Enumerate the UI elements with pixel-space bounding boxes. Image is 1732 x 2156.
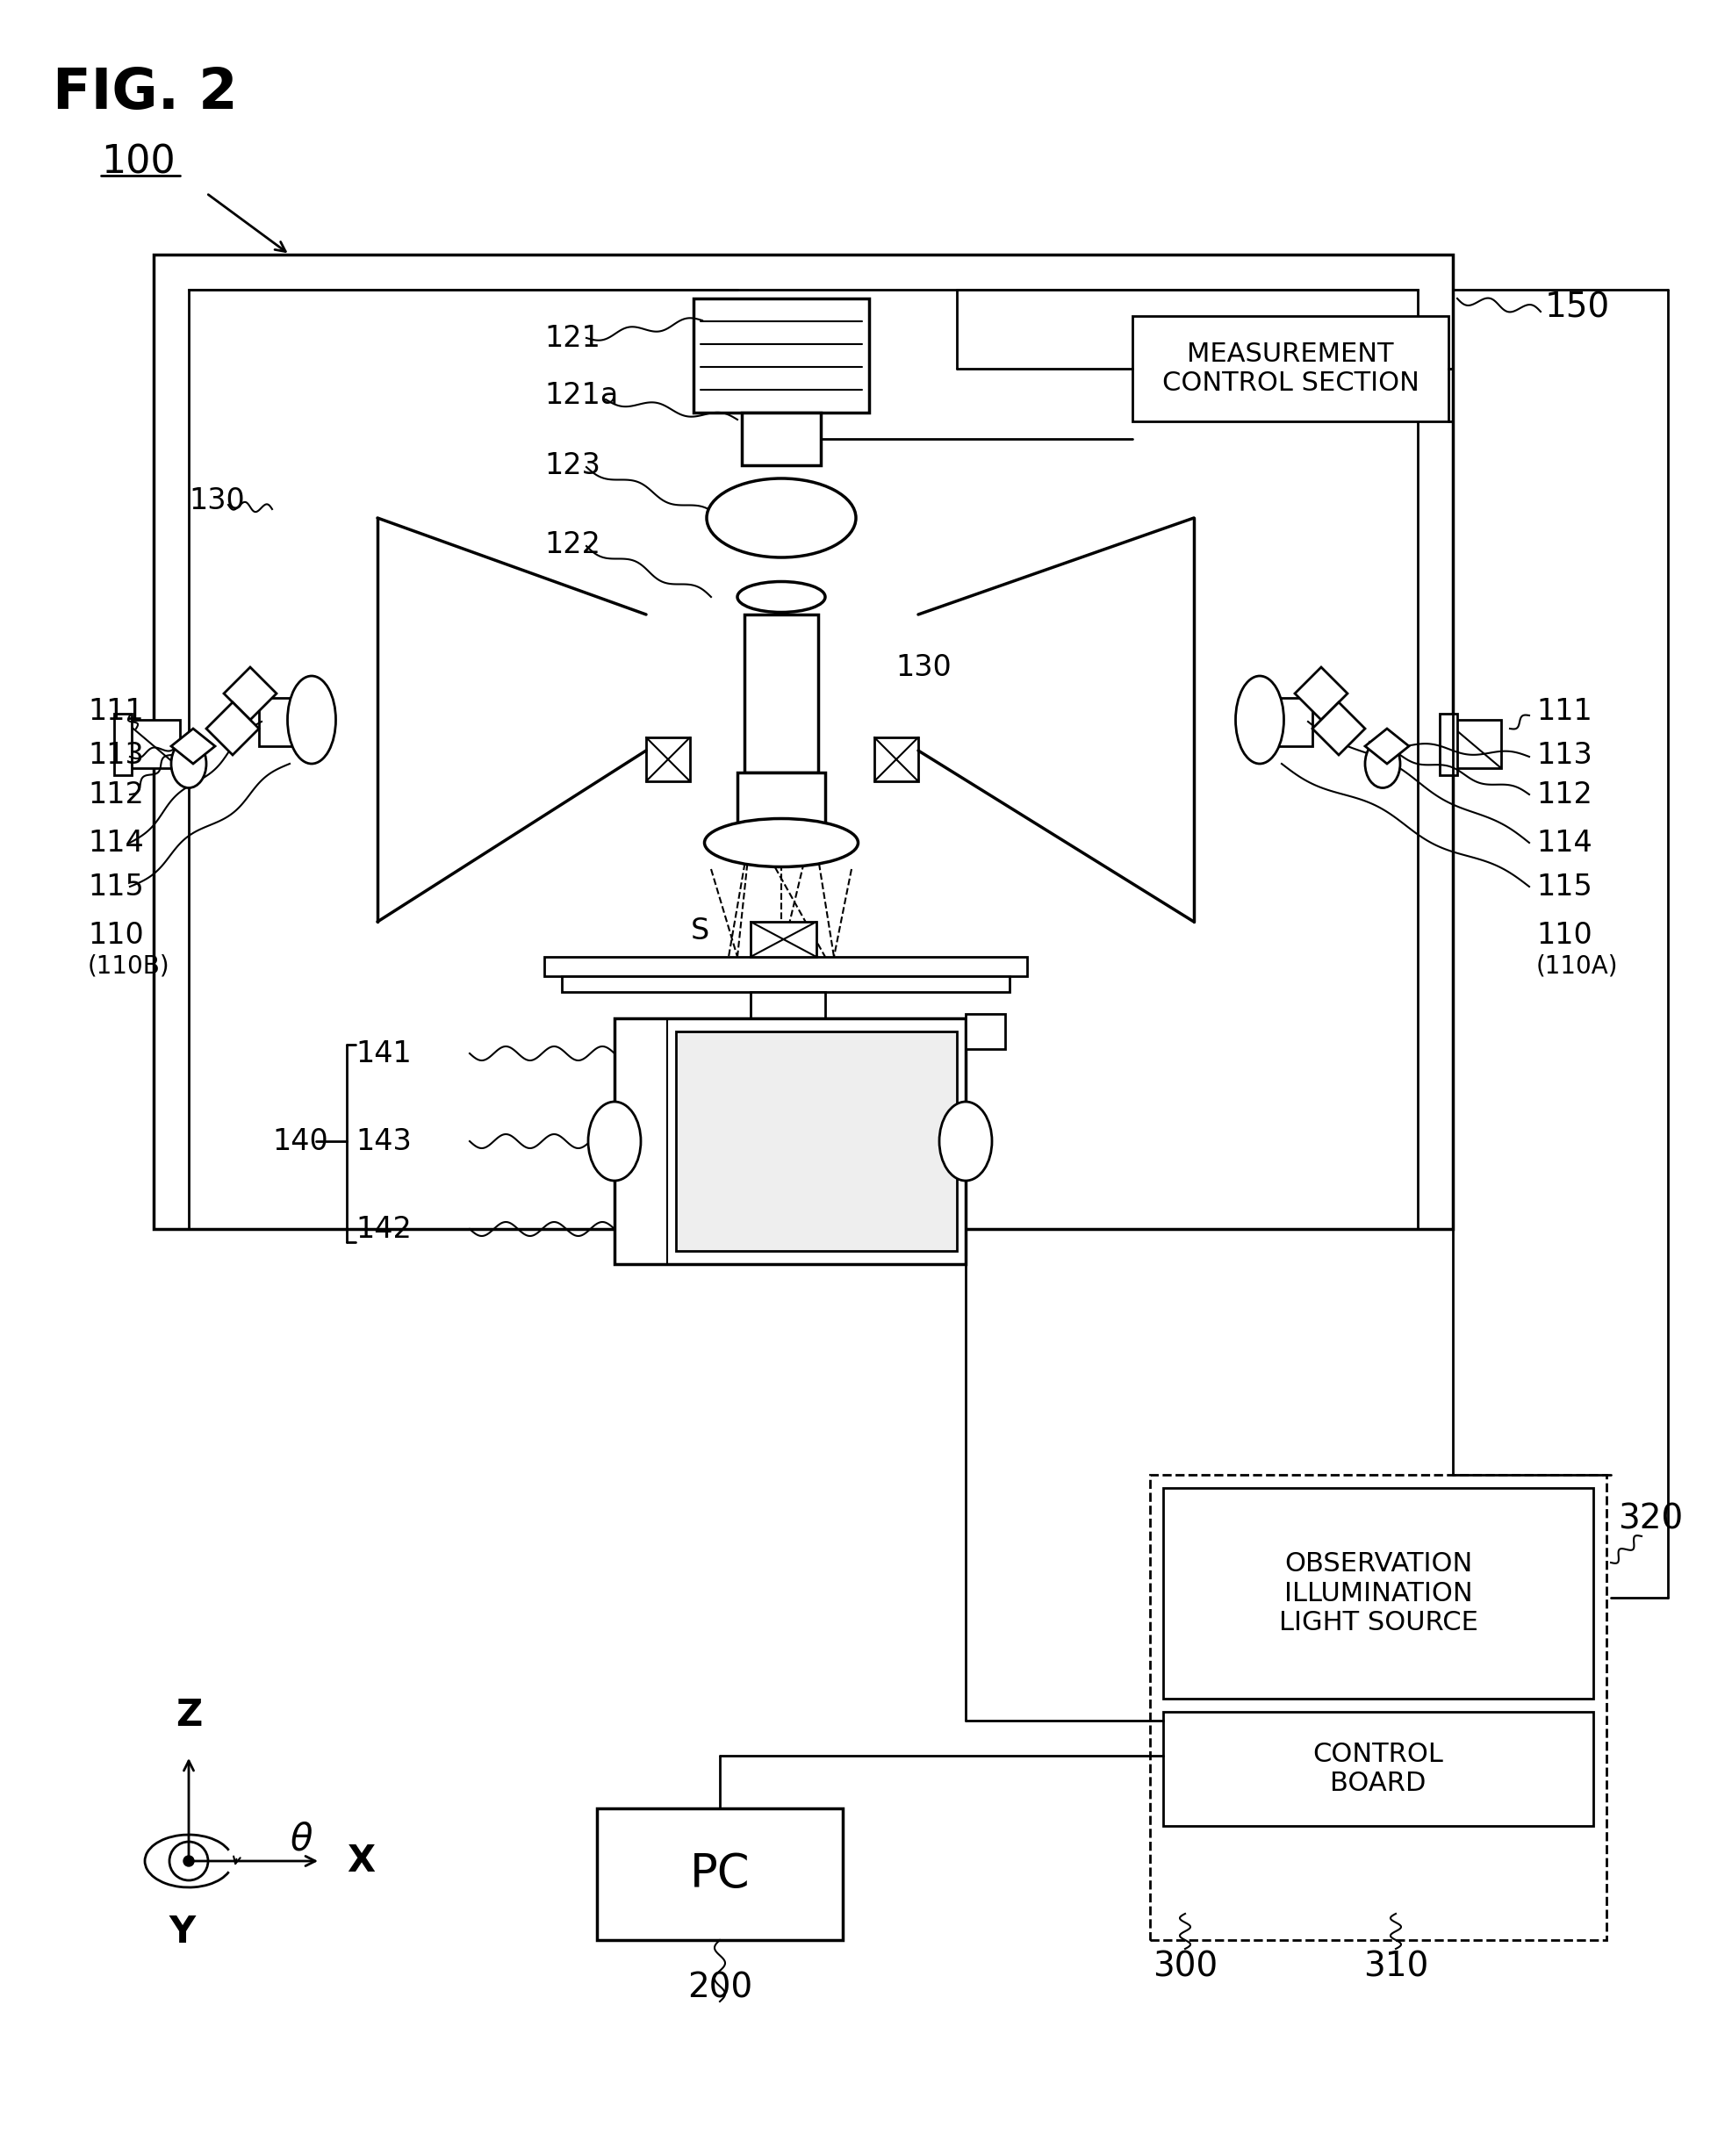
Bar — [189, 289, 1419, 1229]
Polygon shape — [223, 666, 277, 720]
Text: Z: Z — [175, 1697, 203, 1733]
Text: 112: 112 — [88, 780, 144, 808]
Polygon shape — [1296, 666, 1347, 720]
Text: Y: Y — [168, 1915, 196, 1951]
Text: 115: 115 — [88, 873, 144, 901]
Bar — [1150, 1475, 1607, 1940]
Text: S: S — [691, 916, 710, 944]
Text: 110: 110 — [88, 921, 144, 949]
Text: 114: 114 — [88, 828, 144, 858]
Text: 141: 141 — [355, 1039, 412, 1067]
Text: 200: 200 — [688, 1971, 752, 2005]
Bar — [1259, 699, 1313, 746]
Text: 113: 113 — [88, 740, 144, 770]
Bar — [154, 254, 1453, 1229]
Text: 130: 130 — [895, 653, 951, 681]
Text: X: X — [346, 1843, 374, 1880]
Polygon shape — [1365, 729, 1408, 763]
Text: 121a: 121a — [544, 382, 618, 410]
Ellipse shape — [705, 819, 857, 867]
Bar — [615, 1018, 966, 1263]
Bar — [693, 298, 869, 412]
Bar — [114, 714, 132, 776]
Text: 142: 142 — [355, 1214, 412, 1244]
Bar — [260, 699, 312, 746]
Ellipse shape — [1365, 740, 1399, 787]
Text: PC: PC — [689, 1852, 750, 1897]
Text: 110: 110 — [1536, 921, 1592, 949]
Text: 112: 112 — [1536, 780, 1592, 808]
Bar — [1439, 714, 1457, 776]
Text: (110A): (110A) — [1536, 953, 1618, 979]
Text: OBSERVATION
ILLUMINATION
LIGHT SOURCE: OBSERVATION ILLUMINATION LIGHT SOURCE — [1278, 1550, 1477, 1636]
Bar — [750, 923, 816, 957]
Text: MEASUREMENT
CONTROL SECTION: MEASUREMENT CONTROL SECTION — [1162, 341, 1419, 397]
Circle shape — [184, 1856, 194, 1867]
Text: 111: 111 — [1536, 696, 1592, 727]
Bar — [750, 992, 824, 1018]
Bar — [1133, 317, 1448, 420]
Text: 143: 143 — [355, 1128, 412, 1156]
Text: 113: 113 — [1536, 740, 1592, 770]
Text: 310: 310 — [1363, 1949, 1429, 1984]
Text: 121: 121 — [544, 323, 601, 351]
Ellipse shape — [171, 740, 206, 787]
Bar — [966, 1013, 1005, 1050]
Bar — [745, 614, 818, 772]
Bar — [561, 977, 1010, 992]
Text: θ: θ — [289, 1820, 312, 1858]
Text: 320: 320 — [1618, 1503, 1684, 1535]
Text: 123: 123 — [544, 451, 601, 481]
Ellipse shape — [589, 1102, 641, 1181]
Text: CONTROL
BOARD: CONTROL BOARD — [1313, 1742, 1443, 1796]
Text: (110B): (110B) — [88, 953, 170, 979]
Text: 111: 111 — [88, 696, 144, 727]
Ellipse shape — [738, 582, 824, 612]
Bar — [675, 1031, 956, 1250]
Bar — [738, 772, 824, 826]
Bar — [875, 737, 918, 780]
Polygon shape — [171, 729, 215, 763]
Text: 130: 130 — [189, 485, 244, 515]
Ellipse shape — [288, 677, 336, 763]
Text: 115: 115 — [1536, 873, 1592, 901]
Text: 150: 150 — [1545, 291, 1611, 323]
Text: 140: 140 — [272, 1128, 327, 1156]
Polygon shape — [206, 703, 260, 755]
Ellipse shape — [707, 479, 856, 558]
Text: 300: 300 — [1152, 1949, 1218, 1984]
Bar — [741, 412, 821, 466]
Text: FIG. 2: FIG. 2 — [52, 67, 237, 121]
Bar — [1444, 720, 1502, 768]
Bar — [1164, 1712, 1593, 1826]
Bar — [544, 957, 1027, 977]
Ellipse shape — [939, 1102, 992, 1181]
Bar — [123, 720, 180, 768]
Text: 100: 100 — [100, 144, 175, 181]
Bar — [646, 737, 689, 780]
Polygon shape — [1313, 703, 1365, 755]
Ellipse shape — [1235, 677, 1283, 763]
Bar — [1164, 1488, 1593, 1699]
Text: 122: 122 — [544, 530, 601, 558]
Bar — [598, 1809, 843, 1940]
Text: 114: 114 — [1536, 828, 1592, 858]
